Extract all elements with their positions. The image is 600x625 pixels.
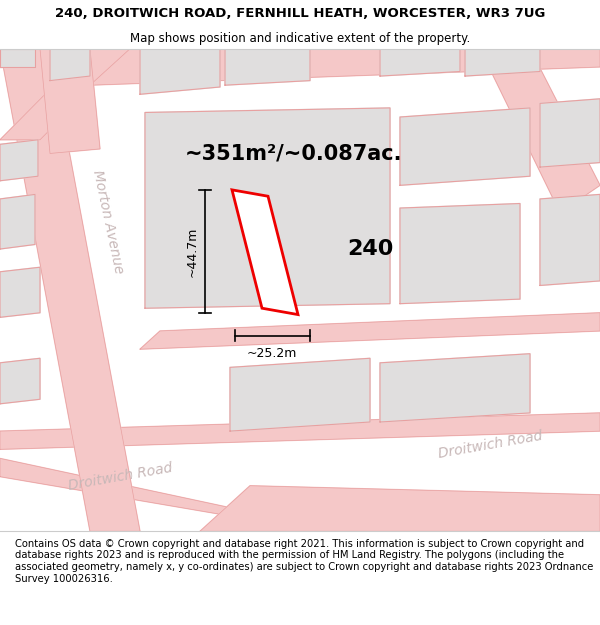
Polygon shape	[0, 194, 35, 249]
Polygon shape	[540, 194, 600, 286]
Polygon shape	[400, 204, 520, 304]
Text: Map shows position and indicative extent of the property.: Map shows position and indicative extent…	[130, 31, 470, 44]
Polygon shape	[90, 49, 600, 85]
Polygon shape	[380, 49, 460, 76]
Text: Droitwich Road: Droitwich Road	[437, 429, 543, 461]
Text: 240: 240	[347, 239, 393, 259]
Polygon shape	[0, 458, 340, 531]
Polygon shape	[145, 108, 390, 308]
Polygon shape	[540, 99, 600, 167]
Text: ~44.7m: ~44.7m	[185, 227, 199, 277]
Polygon shape	[0, 268, 40, 318]
Polygon shape	[0, 49, 130, 140]
Text: ~25.2m: ~25.2m	[247, 348, 297, 360]
Polygon shape	[465, 49, 540, 76]
Polygon shape	[0, 413, 600, 449]
Polygon shape	[380, 354, 530, 422]
Text: Droitwich Road: Droitwich Road	[67, 461, 173, 492]
Polygon shape	[480, 49, 600, 212]
Text: Morton Avenue: Morton Avenue	[90, 169, 126, 275]
Polygon shape	[232, 190, 298, 314]
Text: Contains OS data © Crown copyright and database right 2021. This information is : Contains OS data © Crown copyright and d…	[15, 539, 593, 584]
Polygon shape	[0, 49, 35, 67]
Polygon shape	[225, 49, 310, 85]
Polygon shape	[200, 486, 600, 531]
Polygon shape	[40, 49, 100, 154]
Polygon shape	[230, 358, 370, 431]
Polygon shape	[400, 108, 530, 185]
Text: 240, DROITWICH ROAD, FERNHILL HEATH, WORCESTER, WR3 7UG: 240, DROITWICH ROAD, FERNHILL HEATH, WOR…	[55, 7, 545, 20]
Polygon shape	[0, 358, 40, 404]
Text: ~351m²/~0.087ac.: ~351m²/~0.087ac.	[185, 144, 403, 164]
Polygon shape	[0, 49, 140, 531]
Polygon shape	[140, 312, 600, 349]
Polygon shape	[0, 140, 38, 181]
Polygon shape	[50, 49, 90, 81]
Polygon shape	[140, 49, 220, 94]
